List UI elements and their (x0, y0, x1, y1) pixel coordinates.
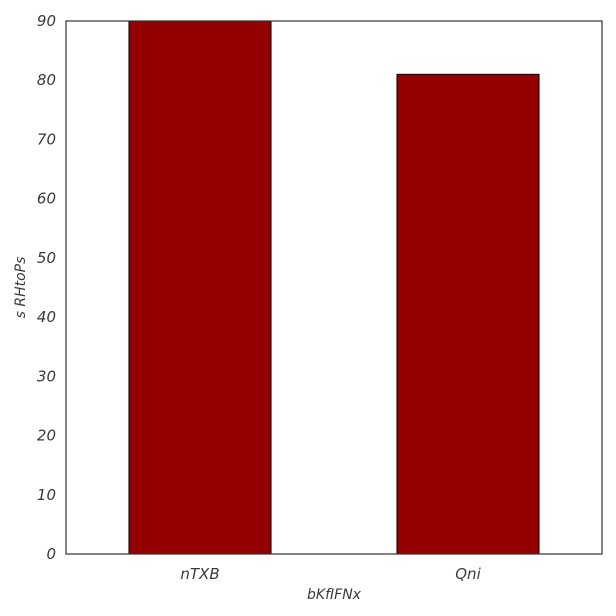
x-axis-ticks: nTXB Qni (180, 565, 481, 583)
y-tick-label: 10 (37, 486, 56, 504)
y-tick-label: 0 (46, 545, 56, 563)
x-axis-title: bKfIFNx (307, 587, 362, 603)
y-tick-label: 90 (37, 12, 56, 30)
y-tick-label: 40 (37, 308, 56, 326)
bar-Qni (396, 73, 540, 555)
y-tick-label: 50 (37, 249, 56, 267)
x-tick-label: Qni (455, 565, 481, 583)
y-axis-ticks: 0 10 20 30 40 50 60 70 80 90 (37, 12, 56, 563)
y-axis-title: s RHtoPs (13, 257, 29, 319)
y-tick-label: 20 (37, 427, 56, 445)
x-tick-label: nTXB (180, 565, 219, 583)
y-tick-label: 30 (37, 367, 56, 385)
y-tick-label: 60 (37, 190, 56, 208)
y-tick-label: 70 (37, 130, 56, 148)
plot-area-frame (65, 20, 603, 555)
bar-nTXB (128, 20, 272, 555)
y-tick-label: 80 (37, 71, 56, 89)
bars-layer (128, 20, 540, 555)
